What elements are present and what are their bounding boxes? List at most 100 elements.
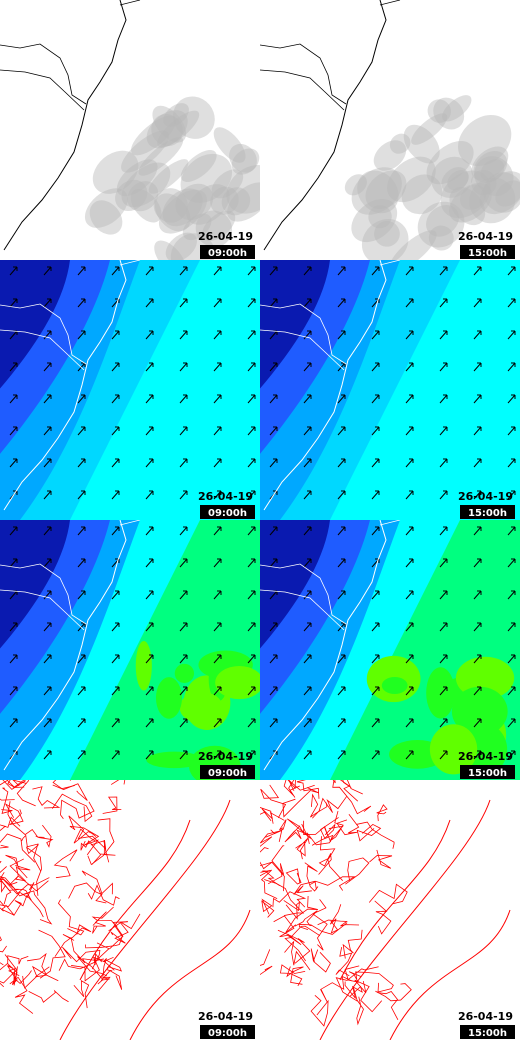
cloud (474, 156, 514, 197)
wind-arrow (405, 426, 414, 436)
contour (285, 868, 302, 885)
wind-arrow (179, 654, 188, 664)
wind-arrow (247, 526, 256, 536)
contour (69, 825, 100, 856)
time-box (460, 1025, 515, 1039)
cloud (158, 189, 208, 234)
contour (81, 870, 107, 904)
wind-arrow (405, 266, 414, 276)
contour (345, 857, 370, 885)
time-box (460, 505, 515, 519)
wind-arrow (371, 686, 380, 696)
contour (0, 936, 4, 966)
cloud (130, 189, 162, 223)
wind-arrow (77, 718, 86, 728)
wind-arrow (213, 490, 222, 500)
wind-arrow (111, 458, 120, 468)
cloud (428, 225, 454, 251)
contour (260, 847, 269, 853)
wind-arrow (303, 654, 312, 664)
wind-arrow (213, 298, 222, 308)
wind-arrow (247, 394, 256, 404)
wind-arrow (473, 590, 482, 600)
wind-arrow (507, 426, 516, 436)
time-label: 09:00h (208, 508, 247, 519)
wind-arrow (145, 750, 154, 760)
wind-arrow (405, 362, 414, 372)
wind-arrow (303, 526, 312, 536)
contour (102, 796, 122, 814)
contour (38, 929, 66, 979)
field-blob (381, 677, 408, 694)
contour (294, 910, 318, 927)
wind-arrow (473, 298, 482, 308)
cloud (471, 146, 509, 181)
contour (0, 816, 21, 832)
wind-arrow (43, 490, 52, 500)
wind-arrow (269, 458, 278, 468)
wind-arrow (439, 718, 448, 728)
contour (312, 796, 347, 819)
contour (0, 833, 36, 863)
cloud (165, 232, 197, 260)
wind-arrow (145, 590, 154, 600)
cloud (115, 179, 148, 212)
wind-arrow (145, 458, 154, 468)
contour (283, 900, 301, 920)
cloud (426, 140, 474, 185)
wind-arrow (179, 558, 188, 568)
wind-arrow (303, 426, 312, 436)
contour (32, 786, 61, 809)
contour (284, 941, 311, 971)
map-panel: 26-04-19 09:00h (0, 0, 260, 260)
contour (369, 849, 393, 869)
map-layer (260, 780, 520, 1040)
cloud (138, 137, 184, 176)
wind-arrow (337, 558, 346, 568)
background (260, 0, 520, 260)
wind-arrow (179, 298, 188, 308)
wind-arrow (337, 426, 346, 436)
cloud (221, 187, 251, 216)
contour (90, 839, 116, 856)
wind-arrow (337, 718, 346, 728)
wind-arrow (439, 750, 448, 760)
cloud (180, 153, 233, 204)
contour (260, 861, 285, 892)
wind-arrow (371, 330, 380, 340)
cloud (180, 149, 217, 183)
map-panel: 26-04-19 09:00h (0, 260, 260, 520)
contour (28, 989, 69, 1003)
contour (80, 840, 102, 865)
contour (13, 894, 44, 918)
wind-arrow (303, 622, 312, 632)
contour (298, 922, 348, 935)
cloud (471, 169, 497, 196)
contour (21, 834, 42, 872)
coastline (3, 520, 127, 771)
contour (389, 909, 511, 1040)
wind-arrow (179, 330, 188, 340)
wind-arrow (43, 590, 52, 600)
contour (25, 844, 42, 896)
wind-arrow (371, 266, 380, 276)
wind-arrow (507, 558, 516, 568)
wind-arrow (269, 266, 278, 276)
cloud (387, 156, 436, 203)
wind-arrow (337, 394, 346, 404)
contour (27, 952, 50, 978)
cloud (401, 174, 443, 215)
wind-arrow (473, 490, 482, 500)
wind-arrow (145, 686, 154, 696)
contour (335, 966, 379, 1002)
time-box (460, 765, 515, 779)
contour (77, 956, 108, 985)
contour (295, 837, 309, 860)
wind-arrow (179, 718, 188, 728)
cloud (186, 184, 230, 225)
cloud (449, 182, 492, 223)
wind-arrow (9, 622, 18, 632)
wind-arrow (77, 750, 86, 760)
contour (79, 819, 191, 981)
wind-arrow (507, 718, 516, 728)
